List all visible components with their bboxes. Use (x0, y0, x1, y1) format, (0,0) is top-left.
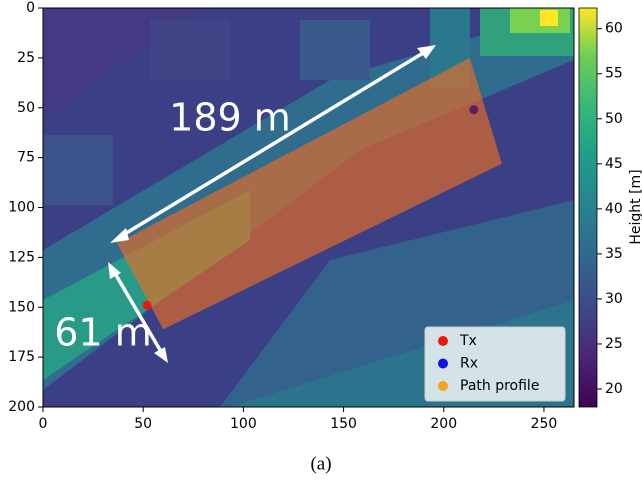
colorbar-tick-label: 30 (605, 291, 623, 307)
legend-marker (438, 336, 448, 346)
colorbar-tick-label: 60 (605, 21, 623, 37)
colorbar-tick-label: 25 (605, 336, 623, 352)
y-tick-label: 75 (17, 150, 35, 166)
x-tick-label: 150 (330, 416, 357, 432)
legend-label: Path profile (460, 378, 539, 394)
chart: 189 m 61 m Height [m] (a) 05010015020025… (0, 0, 642, 485)
caption: (a) (310, 453, 331, 474)
x-tick-label: 200 (430, 416, 457, 432)
legend-marker (438, 381, 448, 391)
y-tick-label: 25 (17, 50, 35, 66)
y-tick-label: 125 (8, 249, 35, 265)
y-tick-label: 200 (8, 399, 35, 415)
y-tick-label: 0 (26, 0, 35, 16)
legend-marker (438, 359, 448, 369)
x-tick-label: 0 (39, 416, 48, 432)
colorbar-tick-label: 35 (605, 246, 623, 262)
colorbar-tick-label: 50 (605, 111, 623, 127)
x-tick-label: 50 (134, 416, 152, 432)
colorbar-tick-label: 45 (605, 156, 623, 172)
y-tick-label: 100 (8, 200, 35, 216)
legend-label: Rx (460, 356, 478, 372)
x-tick-label: 250 (531, 416, 558, 432)
colorbar-tick-label: 20 (605, 381, 623, 397)
x-tick-label: 100 (230, 416, 257, 432)
colorbar (579, 8, 597, 407)
colorbar-tick-label: 40 (605, 201, 623, 217)
y-tick-label: 150 (8, 299, 35, 315)
y-tick-label: 50 (17, 100, 35, 116)
legend-label: Tx (459, 333, 477, 349)
annotation: 189 m (169, 96, 291, 140)
colorbar-label: Height [m] (628, 169, 642, 244)
annotation: 61 m (54, 311, 151, 355)
y-tick-label: 175 (8, 349, 35, 365)
colorbar-tick-label: 55 (605, 66, 623, 82)
